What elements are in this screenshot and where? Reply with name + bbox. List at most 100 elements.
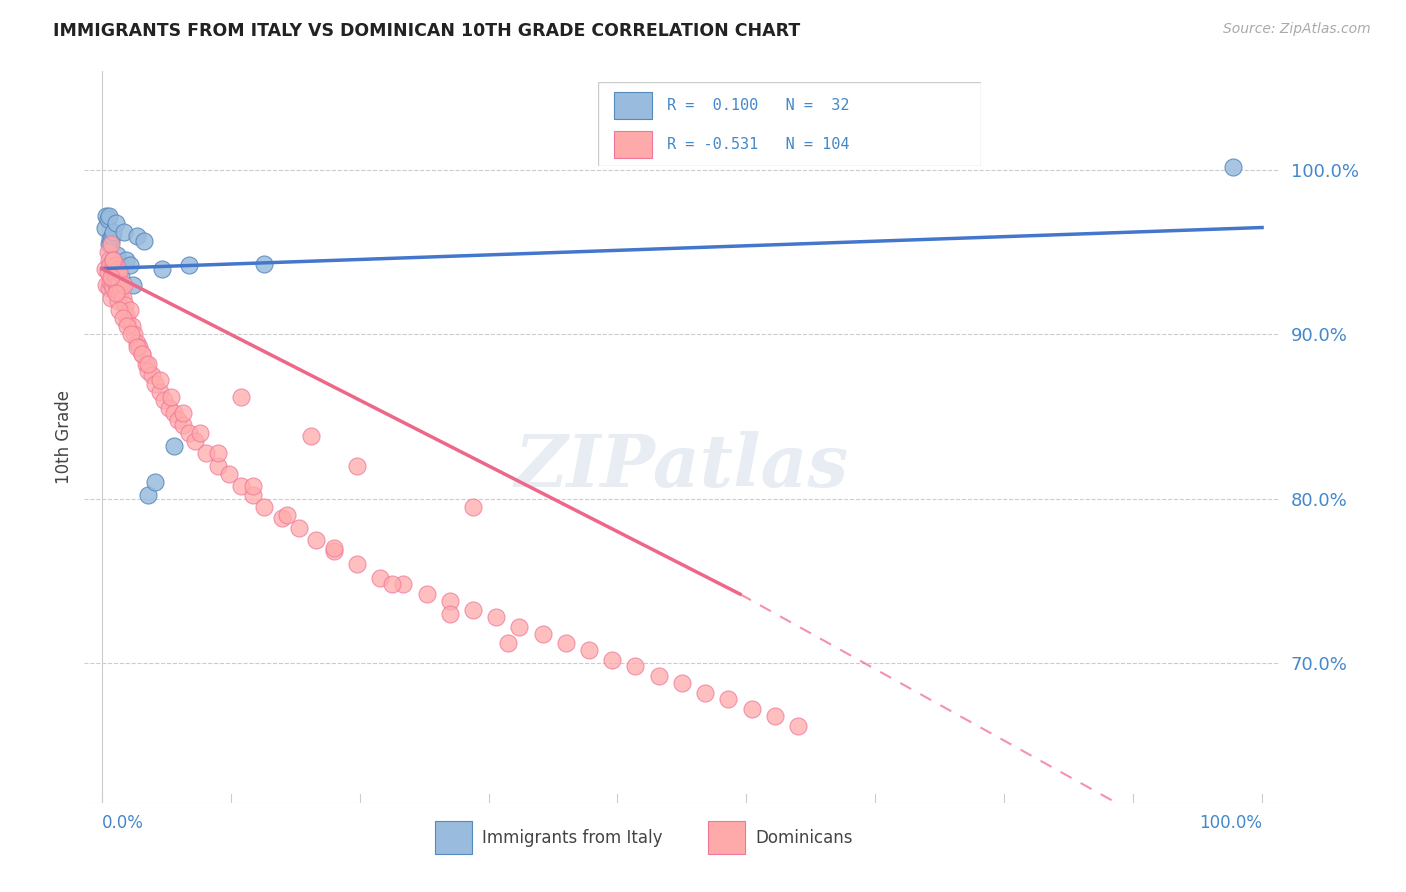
Y-axis label: 10th Grade: 10th Grade [55, 390, 73, 484]
Point [103, 226, 125, 240]
Point [107, 278, 129, 293]
Point [242, 488, 264, 502]
Point [207, 446, 229, 460]
Point [107, 294, 129, 309]
Point [177, 258, 200, 272]
Point [461, 603, 484, 617]
Point [117, 314, 139, 328]
Point [131, 347, 153, 361]
Point [103, 258, 125, 272]
Point [105, 248, 128, 262]
Text: Source: ZipAtlas.com: Source: ZipAtlas.com [1223, 22, 1371, 37]
Point [122, 327, 145, 342]
Point [183, 434, 205, 449]
Point [695, 686, 717, 700]
Point [98, 258, 121, 272]
Point [177, 425, 200, 440]
Point [101, 265, 124, 279]
Point [172, 417, 194, 432]
Point [439, 607, 461, 621]
Point [97, 253, 120, 268]
Point [741, 702, 763, 716]
Point [485, 610, 508, 624]
Point [578, 643, 600, 657]
Point [104, 269, 127, 284]
Point [112, 226, 135, 240]
Point [118, 258, 141, 272]
Point [108, 275, 131, 289]
Point [117, 319, 139, 334]
Point [97, 281, 120, 295]
Point [101, 278, 124, 293]
Point [111, 310, 134, 325]
Point [112, 278, 135, 293]
Point [110, 281, 132, 295]
Point [531, 626, 554, 640]
Point [153, 393, 176, 408]
Point [157, 401, 180, 416]
Text: ZIPatlas: ZIPatlas [515, 431, 849, 502]
Point [647, 669, 669, 683]
Point [554, 636, 576, 650]
Point [100, 269, 122, 284]
Point [120, 327, 142, 342]
Point [508, 620, 530, 634]
Point [439, 593, 461, 607]
Point [101, 228, 124, 243]
Point [218, 467, 240, 481]
Point [149, 373, 172, 387]
Point [381, 577, 404, 591]
Point [624, 659, 647, 673]
Point [108, 265, 131, 279]
Point [160, 390, 183, 404]
Point [135, 357, 157, 371]
Point [111, 291, 134, 305]
Point [104, 286, 127, 301]
Point [150, 261, 173, 276]
Point [270, 511, 292, 525]
Point [110, 258, 132, 272]
Point [717, 692, 740, 706]
Point [110, 269, 132, 284]
Point [1222, 160, 1244, 174]
Point [105, 281, 128, 295]
Point [108, 302, 131, 317]
Point [96, 209, 118, 223]
Point [103, 253, 125, 268]
Point [143, 376, 166, 391]
Point [415, 587, 437, 601]
Point [114, 298, 136, 312]
Point [101, 261, 124, 276]
Point [253, 257, 276, 271]
Point [97, 212, 120, 227]
Point [98, 275, 121, 289]
Point [392, 577, 415, 591]
Point [346, 458, 368, 473]
Point [132, 234, 155, 248]
Point [163, 406, 186, 420]
Point [97, 265, 120, 279]
Point [229, 478, 252, 492]
Point [100, 261, 122, 276]
Point [253, 500, 276, 514]
Point [100, 234, 122, 248]
Point [121, 319, 143, 334]
Point [110, 286, 132, 301]
Point [125, 341, 148, 355]
Point [299, 429, 322, 443]
Text: 0.0%: 0.0% [101, 814, 143, 832]
Point [305, 533, 328, 547]
Point [94, 261, 117, 276]
Point [98, 232, 121, 246]
Point [172, 406, 194, 420]
Point [104, 216, 127, 230]
Point [100, 291, 122, 305]
Point [96, 278, 118, 293]
Point [115, 308, 138, 322]
Point [763, 708, 786, 723]
Point [98, 258, 121, 272]
Point [103, 275, 125, 289]
Point [141, 368, 163, 383]
Point [128, 341, 150, 355]
Point [671, 675, 693, 690]
